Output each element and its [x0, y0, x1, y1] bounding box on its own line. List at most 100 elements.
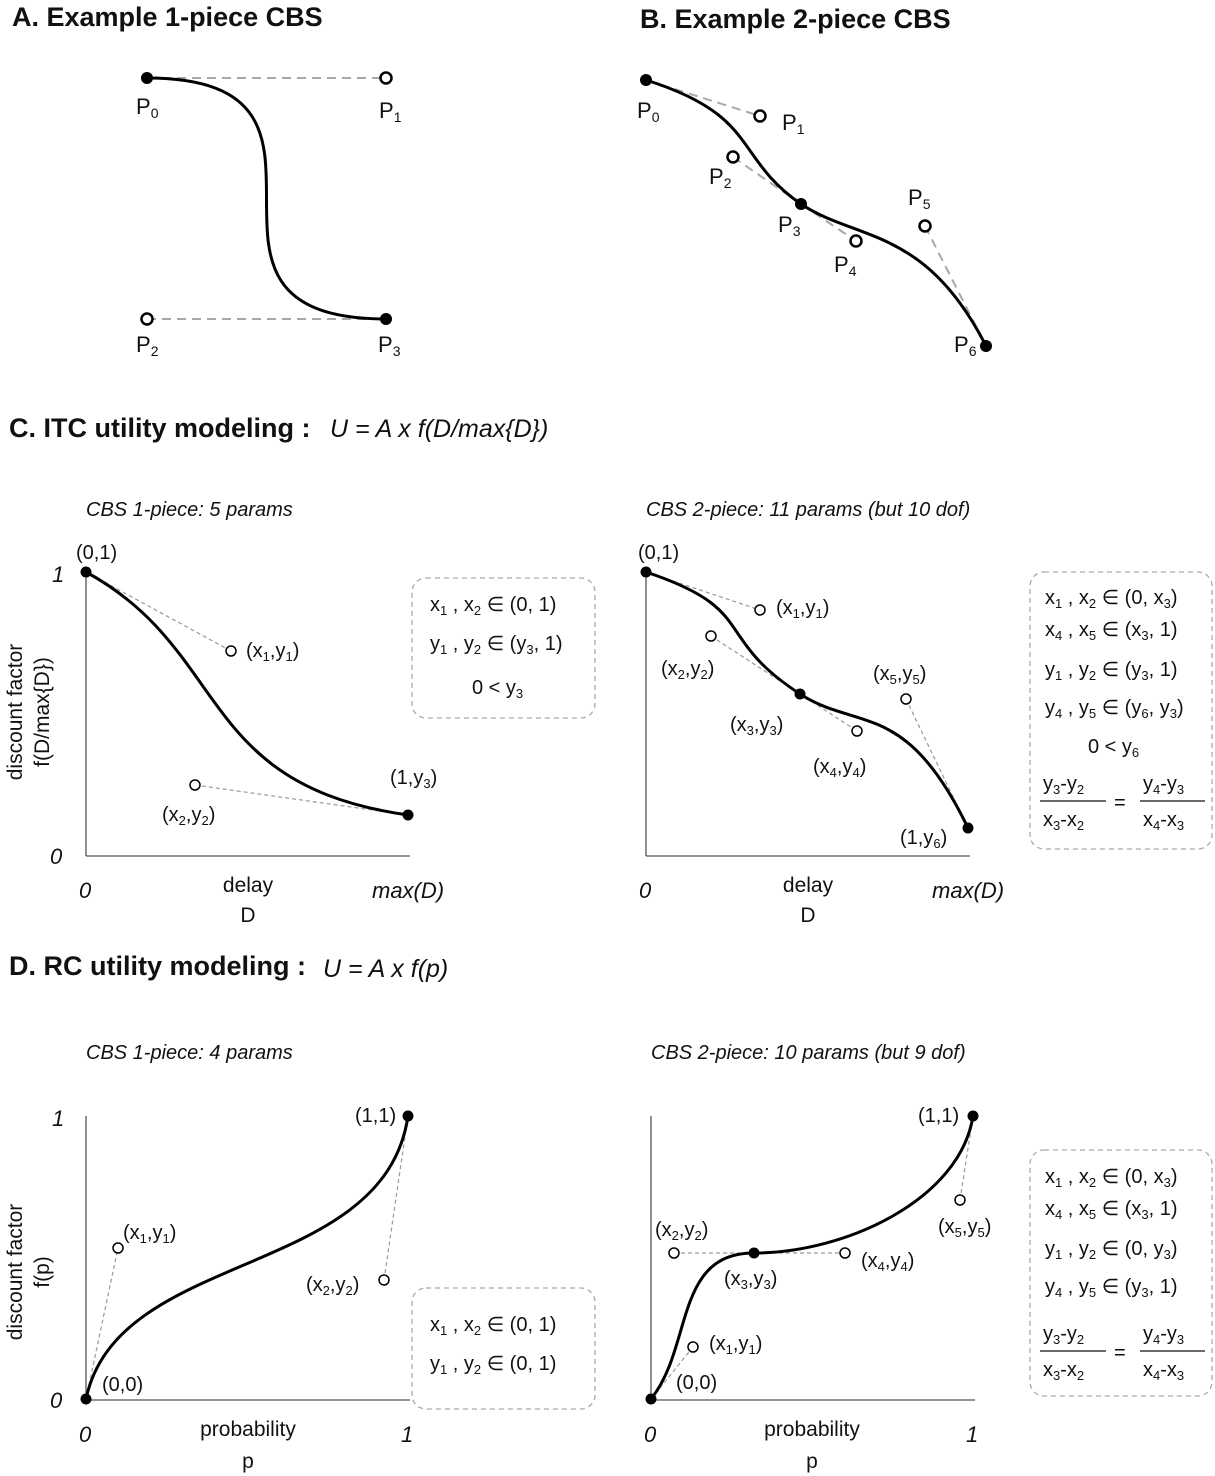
panel-b-p2-dot: [726, 150, 740, 164]
panel-d-left-p0-dot: [80, 1393, 92, 1405]
panel-c-left-xtick-right: max(D): [372, 878, 444, 903]
panel-d-right-frac-den-left: x3-x2: [1043, 1359, 1084, 1383]
panel-c-left-p1-dot: [225, 645, 237, 657]
panel-a-p3-dot: [380, 313, 392, 325]
panel-d-right-p4-label: (x4,y4): [861, 1250, 914, 1274]
panel-d-left-caption: CBS 1-piece: 4 params: [86, 1042, 293, 1064]
panel-c-left-p2-label: (x2,y2): [162, 804, 215, 828]
panel-c-right-guide-3: [799, 693, 858, 732]
panel-c-ylabel-2: f(D/max{D}): [31, 657, 54, 767]
panel-d-right-xtick-left: 0: [644, 1422, 657, 1447]
panel-a-p3-label: P3: [378, 332, 401, 359]
panel-d-right-p1-dot: [687, 1341, 699, 1353]
panel-d-right-constraint-3: y1 , y2 ∈ (0, y3): [1045, 1238, 1177, 1262]
panel-b-p6-label: P6: [954, 332, 977, 359]
panel-a-title: A. Example 1-piece CBS: [12, 2, 323, 32]
panel-d-right-p2-dot: [668, 1247, 680, 1259]
panel-c-left-guide-2: [194, 784, 409, 816]
panel-c-right-p1-label: (x1,y1): [776, 597, 829, 621]
panel-d-left-ytick-bottom: 0: [50, 1388, 63, 1413]
panel-d-right-frac-num-right: y4-y3: [1143, 1323, 1184, 1347]
panel-c-right-p2-dot: [705, 630, 717, 642]
panel-a-curve: [146, 76, 387, 321]
panel-c-left-xlabel-2: D: [240, 904, 255, 927]
panel-b-p6-dot: [980, 340, 992, 352]
panel-d-right-curve: [649, 1115, 975, 1400]
panel-c-right-p4-dot: [851, 725, 863, 737]
panel-d-right-frac-num-left: y3-y2: [1043, 1323, 1084, 1347]
panel-b: B. Example 2-piece CBS P0 P1 P2 P3 P4 P5…: [637, 4, 992, 359]
panel-d-left-p2-dot: [378, 1274, 390, 1286]
panel-d-left-guide-2: [383, 1115, 409, 1281]
panel-c-right-p6-label: (1,y6): [900, 827, 947, 851]
panel-c-left-ytick-bottom: 0: [50, 844, 63, 869]
panel-c-left-p1-label: (x1,y1): [246, 640, 299, 664]
panel-d-right-p0-dot: [645, 1393, 657, 1405]
panel-d-left-constraint-2: y1 , y2 ∈ (0, 1): [430, 1353, 556, 1377]
panel-d-right-xlabel-2: p: [806, 1450, 818, 1473]
panel-c-right-xlabel-1: delay: [783, 874, 834, 897]
panel-b-p1-dot: [753, 109, 767, 123]
panel-c-left-p3-dot: [402, 809, 414, 821]
panel-c-left-p0-label: (0,1): [76, 542, 117, 564]
panel-d-right-p5-dot: [954, 1194, 966, 1206]
panel-c-right-xlabel-2: D: [800, 904, 815, 927]
panel-c-left-ytick-top: 1: [52, 562, 64, 587]
panel-c-right-xtick-right: max(D): [932, 878, 1004, 903]
panel-d-right-constraint-4: y4 , y5 ∈ (y3, 1): [1045, 1276, 1177, 1300]
panel-c-right-p2-label: (x2,y2): [661, 658, 714, 682]
panel-c-left-constraint-3: 0 < y3: [472, 677, 523, 701]
panel-d-left-p3-dot: [402, 1110, 414, 1122]
panel-c-right-frac-equals: =: [1114, 792, 1126, 814]
panel-c-left-p3-label: (1,y3): [390, 767, 437, 791]
panel-d-left-xlabel-1: probability: [200, 1418, 296, 1441]
panel-c-left-constraint-1: x1 , x2 ∈ (0, 1): [430, 594, 556, 618]
panel-d-right-caption: CBS 2-piece: 10 params (but 9 dof): [651, 1042, 966, 1064]
panel-c-left: CBS 1-piece: 5 params 1 0 0 max(D) delay…: [50, 499, 596, 927]
panel-d-header: D. RC utility modeling : U = A x f(p): [9, 951, 448, 983]
panel-d-right-p2-label: (x2,y2): [655, 1219, 708, 1243]
panel-c-ylabel-1: discount factor: [4, 644, 27, 781]
panel-c-left-curve: [85, 570, 409, 817]
panel-c-right-p0-label: (0,1): [638, 542, 679, 564]
panel-d-right-frac-den-right: x4-x3: [1143, 1359, 1184, 1383]
panel-b-p0-label: P0: [637, 98, 660, 125]
panel-b-title: B. Example 2-piece CBS: [640, 4, 951, 34]
panel-c-right-frac-den-left: x3-x2: [1043, 809, 1084, 833]
panel-d-right-p5-label: (x5,y5): [938, 1216, 991, 1240]
panel-d-left-p3-label: (1,1): [355, 1105, 396, 1127]
panel-d-left-p1-label: (x1,y1): [123, 1222, 176, 1246]
panel-a-p0-label: P0: [136, 94, 159, 121]
panel-c-left-constraint-2: y1 , y2 ∈ (y3, 1): [430, 633, 562, 657]
panel-b-p3-label: P3: [778, 212, 801, 239]
panel-d-formula: U = A x f(p): [323, 955, 448, 983]
panel-d-left-curve: [84, 1115, 410, 1400]
panel-d-right-xtick-right: 1: [966, 1422, 978, 1447]
panel-c-right-p0-dot: [640, 566, 652, 578]
panel-a-p2-label: P2: [136, 332, 159, 359]
panel-b-p4-dot: [849, 234, 863, 248]
panel-d-left: CBS 1-piece: 4 params 1 0 0 1 probabilit…: [50, 1042, 596, 1473]
panel-b-p4-label: P4: [834, 252, 857, 279]
panel-a: A. Example 1-piece CBS P0 P1 P2 P3: [12, 2, 402, 359]
panel-d-right-frac-equals: =: [1114, 1342, 1126, 1364]
panel-c-left-xtick-left: 0: [79, 878, 92, 903]
panel-c-right-constraint-3: y1 , y2 ∈ (y3, 1): [1045, 659, 1177, 683]
panel-d-right-p4-dot: [839, 1247, 851, 1259]
panel-d-left-p0-label: (0,0): [102, 1374, 143, 1396]
panel-d-left-constraint-box: [411, 1287, 596, 1410]
panel-b-p5-label: P5: [908, 185, 931, 212]
panel-d-right-p3-label: (x3,y3): [724, 1268, 777, 1292]
panel-d-title: D. RC utility modeling :: [9, 951, 306, 981]
panel-c-right-constraint-1: x1 , x2 ∈ (0, x3): [1045, 587, 1177, 611]
panel-c-right-p3-dot: [794, 688, 806, 700]
panel-c-right-xtick-left: 0: [639, 878, 652, 903]
panel-c-right-constraint-box: [1029, 571, 1213, 850]
panel-c-right-frac-num-right: y4-y3: [1143, 773, 1184, 797]
panel-c-right-constraint-4: y4 , y5 ∈ (y6, y3): [1045, 697, 1184, 721]
panel-b-curve: [645, 78, 988, 347]
panel-d-left-xtick-left: 0: [79, 1422, 92, 1447]
panel-c-left-p0-dot: [80, 566, 92, 578]
panel-d-right: CBS 2-piece: 10 params (but 9 dof) 0 1 p…: [644, 1042, 1213, 1473]
panel-d-right-p1-label: (x1,y1): [709, 1333, 762, 1357]
